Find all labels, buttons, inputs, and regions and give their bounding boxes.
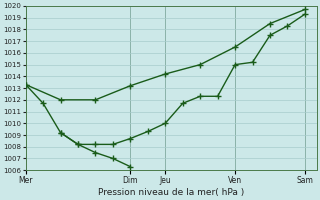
X-axis label: Pression niveau de la mer( hPa ): Pression niveau de la mer( hPa ) — [98, 188, 244, 197]
